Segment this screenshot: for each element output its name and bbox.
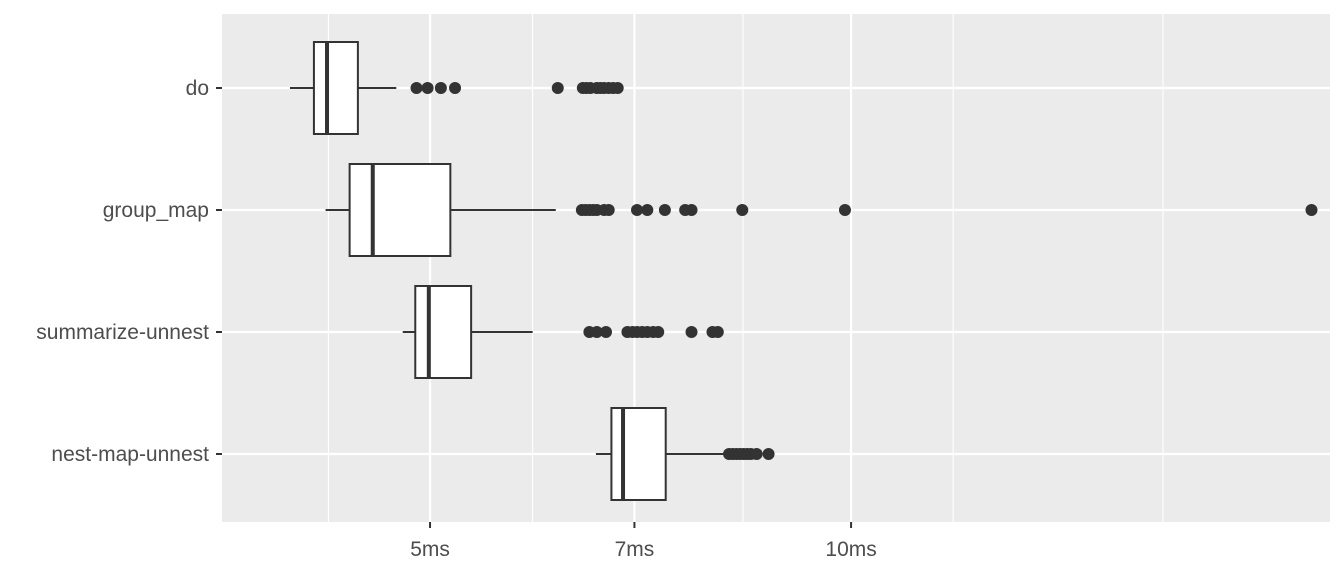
outlier-point [551,82,564,94]
outlier-point [685,204,698,216]
outlier-point [750,448,763,460]
x-axis: 5ms 7ms 10ms [410,522,877,561]
outlier-point [652,326,665,338]
outlier-point [599,326,612,338]
y-tick-label: do [186,77,209,100]
boxplot-group_map [325,163,1318,257]
outlier-point [641,204,654,216]
boxplot-summarize-unnest [402,285,724,379]
plot-panel [222,14,1330,522]
box [348,163,452,257]
outlier-point [590,326,603,338]
boxplot-do [289,41,624,135]
outlier-point [434,82,447,94]
y-tick-label: group_map [103,199,209,222]
outlier-point [658,204,671,216]
x-tick-label: 5ms [410,538,450,561]
outlier-point [631,204,644,216]
outlier-point [762,448,775,460]
y-tick-label: summarize-unnest [36,321,209,344]
box [610,407,667,501]
outlier-point [410,82,423,94]
boxplot-nest-map-unnest [595,407,775,501]
outlier-point [449,82,462,94]
outlier-point [711,326,724,338]
y-tick-label: nest-map-unnest [51,443,209,466]
boxplots [289,41,1318,501]
minor-gridlines [327,14,1164,522]
outlier-point [602,204,615,216]
outlier-point [421,82,434,94]
x-tick-label: 10ms [825,538,876,561]
outlier-point [838,204,851,216]
box [414,285,473,379]
outlier-point [685,326,698,338]
y-axis: do group_map summarize-unnest nest-map-unne… [36,77,222,466]
box [312,41,359,135]
outlier-point [1305,204,1318,216]
x-tick-label: 7ms [615,538,655,561]
outlier-point [736,204,749,216]
outlier-point [611,82,624,94]
